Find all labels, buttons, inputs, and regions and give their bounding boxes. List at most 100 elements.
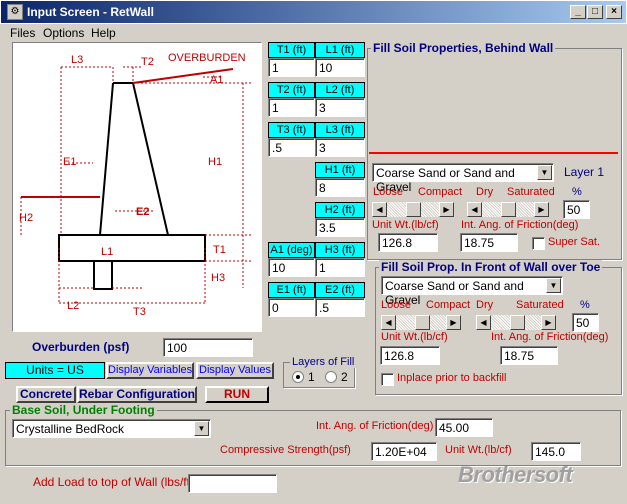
layers-radio-2-label: 2 bbox=[341, 370, 348, 384]
base-unitwt-input[interactable]: 145.0 bbox=[531, 442, 581, 461]
behind-soil-value: Coarse Sand or Sand and Gravel bbox=[376, 166, 515, 194]
front-compaction-scrollbar[interactable]: ◀ ▶ bbox=[381, 315, 461, 330]
behind-compaction-scrollbar[interactable]: ◀ ▶ bbox=[372, 202, 454, 217]
l2-input[interactable]: 3 bbox=[315, 98, 365, 117]
fill-line bbox=[369, 152, 618, 154]
app-icon[interactable]: ⚙ bbox=[7, 4, 23, 20]
base-soil-select[interactable]: Crystalline BedRock ▼ bbox=[12, 419, 211, 438]
layers-title: Layers of Fill bbox=[290, 356, 357, 368]
a1-label: A1 (deg) bbox=[268, 242, 315, 258]
label-t1: T1 bbox=[213, 244, 226, 256]
minimize-button[interactable]: _ bbox=[570, 5, 586, 19]
behind-soil-select[interactable]: Coarse Sand or Sand and Gravel ▼ bbox=[372, 163, 554, 194]
t3-input[interactable]: .5 bbox=[268, 138, 315, 157]
layer-label: Layer 1 bbox=[564, 165, 605, 179]
front-saturated: Saturated bbox=[516, 299, 564, 311]
l2-label: L2 (ft) bbox=[315, 82, 365, 98]
overburden-label: Overburden (psf) bbox=[32, 340, 130, 354]
behind-unitwt-label: Unit Wt.(lb/cf) bbox=[372, 219, 439, 231]
chevron-down-icon[interactable]: ▼ bbox=[537, 165, 552, 180]
close-button[interactable]: × bbox=[606, 5, 622, 19]
front-wall-title: Fill Soil Prop. In Front of Wall over To… bbox=[379, 260, 603, 274]
layers-radio-1[interactable] bbox=[292, 371, 304, 383]
t1-input[interactable]: 1 bbox=[268, 58, 315, 77]
e1-input[interactable]: 0 bbox=[268, 298, 315, 317]
h1-input[interactable]: 8 bbox=[315, 178, 365, 197]
super-sat-checkbox[interactable] bbox=[532, 237, 545, 250]
scroll-right-icon[interactable]: ▶ bbox=[534, 202, 549, 217]
units-indicator[interactable]: Units = US bbox=[5, 362, 105, 379]
base-friction-label: Int. Ang. of Friction(deg) bbox=[316, 420, 434, 432]
l1-label: L1 (ft) bbox=[315, 42, 365, 58]
layers-radio-2[interactable] bbox=[325, 371, 337, 383]
chevron-down-icon[interactable]: ▼ bbox=[546, 278, 561, 293]
scroll-thumb[interactable] bbox=[406, 202, 421, 217]
behind-loose: Loose bbox=[373, 186, 403, 198]
label-e1: E1 bbox=[63, 156, 76, 168]
t1-label: T1 (ft) bbox=[268, 42, 315, 58]
watermark-logo: Brothersoft bbox=[458, 462, 573, 487]
base-friction-input[interactable]: 45.00 bbox=[435, 418, 493, 437]
l1-input[interactable]: 10 bbox=[315, 58, 365, 77]
scroll-left-icon[interactable]: ◀ bbox=[476, 315, 491, 330]
t3-label: T3 (ft) bbox=[268, 122, 315, 138]
front-pct-input[interactable]: 50 bbox=[572, 313, 599, 332]
concrete-button[interactable]: Concrete bbox=[16, 386, 76, 403]
scroll-left-icon[interactable]: ◀ bbox=[381, 315, 396, 330]
base-comp-input[interactable]: 1.20E+04 bbox=[371, 442, 437, 461]
menu-files[interactable]: Files bbox=[10, 26, 36, 40]
layers-radio-1-label: 1 bbox=[308, 370, 315, 384]
t2-label: T2 (ft) bbox=[268, 82, 315, 98]
overburden-input[interactable]: 100 bbox=[163, 338, 253, 357]
label-h2: H2 bbox=[19, 212, 33, 224]
l3-label: L3 (ft) bbox=[315, 122, 365, 138]
maximize-button[interactable]: □ bbox=[587, 5, 603, 19]
label-h3: H3 bbox=[211, 272, 225, 284]
menu-options[interactable]: Options bbox=[43, 26, 85, 40]
label-l3: L3 bbox=[71, 54, 83, 66]
scroll-thumb[interactable] bbox=[501, 202, 516, 217]
base-soil-value: Crystalline BedRock bbox=[16, 422, 125, 436]
front-loose: Loose bbox=[381, 299, 411, 311]
e1-label: E1 (ft) bbox=[268, 282, 315, 298]
chevron-down-icon[interactable]: ▼ bbox=[194, 421, 209, 436]
rebar-configuration-button[interactable]: Rebar Configuration bbox=[77, 386, 197, 403]
behind-pct-label: % bbox=[572, 186, 582, 198]
front-friction-input[interactable]: 18.75 bbox=[500, 346, 558, 365]
title-bar: ⚙ Input Screen - RetWall _ □ × bbox=[0, 0, 627, 24]
e2-input[interactable]: .5 bbox=[315, 298, 365, 317]
h2-input[interactable]: 3.5 bbox=[315, 218, 365, 237]
label-h1: H1 bbox=[208, 156, 222, 168]
display-values-button[interactable]: Display Values bbox=[196, 362, 274, 379]
h3-input[interactable]: 1 bbox=[315, 258, 365, 277]
e2-label: E2 (ft) bbox=[315, 282, 365, 298]
front-unitwt-input[interactable]: 126.8 bbox=[380, 346, 440, 365]
l3-input[interactable]: 3 bbox=[315, 138, 365, 157]
behind-saturation-scrollbar[interactable]: ◀ ▶ bbox=[467, 202, 549, 217]
scroll-right-icon[interactable]: ▶ bbox=[446, 315, 461, 330]
behind-friction-input[interactable]: 18.75 bbox=[460, 233, 518, 252]
front-saturation-scrollbar[interactable]: ◀ ▶ bbox=[476, 315, 556, 330]
add-load-input[interactable] bbox=[188, 474, 277, 493]
behind-unitwt-input[interactable]: 126.8 bbox=[378, 233, 438, 252]
scroll-right-icon[interactable]: ▶ bbox=[541, 315, 556, 330]
front-soil-select[interactable]: Coarse Sand or Sand and Gravel ▼ bbox=[381, 276, 563, 307]
scroll-left-icon[interactable]: ◀ bbox=[372, 202, 387, 217]
run-button[interactable]: RUN bbox=[205, 386, 269, 403]
base-unitwt-label: Unit Wt.(lb/cf) bbox=[445, 444, 512, 456]
behind-pct-input[interactable]: 50 bbox=[563, 200, 590, 219]
inplace-checkbox[interactable] bbox=[381, 373, 394, 386]
label-t3: T3 bbox=[133, 306, 146, 318]
label-a1: A1 bbox=[210, 74, 223, 86]
display-variables-button[interactable]: Display Variables bbox=[106, 362, 194, 379]
scroll-thumb[interactable] bbox=[510, 315, 525, 330]
scroll-right-icon[interactable]: ▶ bbox=[439, 202, 454, 217]
wall-diagram: L3 T2 OVERBURDEN A1 E1 H1 H2 E2 L1 T1 H3… bbox=[12, 42, 262, 332]
scroll-thumb[interactable] bbox=[415, 315, 430, 330]
base-soil-group bbox=[5, 410, 621, 466]
t2-input[interactable]: 1 bbox=[268, 98, 315, 117]
a1-input[interactable]: 10 bbox=[268, 258, 315, 277]
menu-help[interactable]: Help bbox=[91, 26, 116, 40]
scroll-left-icon[interactable]: ◀ bbox=[467, 202, 482, 217]
behind-dry: Dry bbox=[476, 186, 494, 198]
